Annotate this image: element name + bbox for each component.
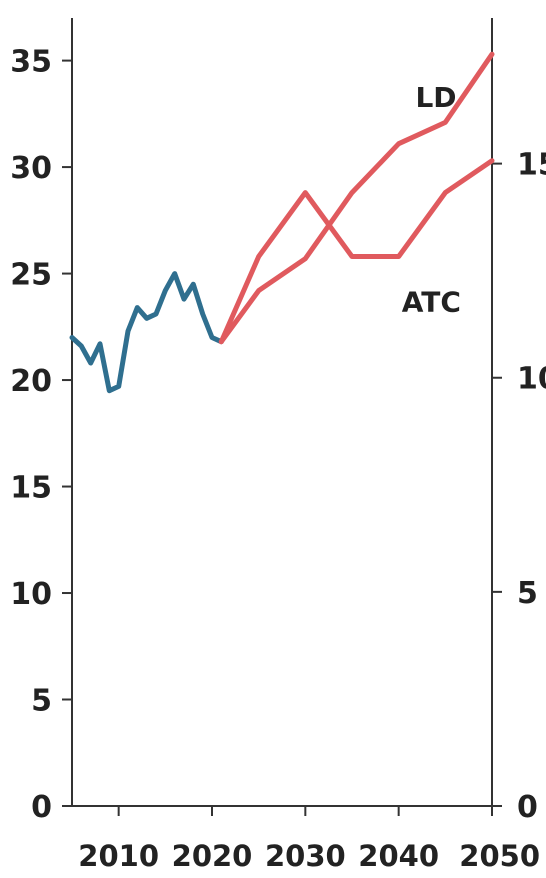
x-tick-label: 2010 — [78, 839, 159, 873]
left-tick-label: 25 — [10, 258, 52, 293]
x-tick-label: 2050 — [459, 839, 540, 873]
right-tick-label: 15 — [517, 148, 546, 183]
x-axis-ticks: 2010 2020 2030 2040 2050 — [78, 806, 540, 873]
x-tick-label: 2030 — [265, 839, 346, 873]
left-tick-label: 5 — [31, 684, 52, 719]
series-lines — [69, 51, 495, 394]
axes — [71, 18, 493, 807]
series-annotations: LD ATC — [402, 81, 461, 318]
right-axis-ticks: 0 5 10 15 — [492, 148, 546, 825]
left-tick-label: 30 — [10, 151, 52, 186]
x-tick-label: 2020 — [172, 839, 253, 873]
left-axis-ticks: 0 5 10 15 20 25 30 35 — [10, 45, 72, 825]
right-tick-label: 0 — [517, 790, 538, 825]
left-tick-label: 35 — [10, 45, 52, 80]
left-tick-label: 15 — [10, 471, 52, 506]
series-line-historical — [69, 271, 224, 394]
x-tick-label: 2040 — [358, 839, 439, 873]
right-tick-label: 10 — [517, 362, 546, 397]
series-line-ld — [218, 158, 495, 345]
series-label-atc: ATC — [402, 285, 461, 318]
left-tick-label: 20 — [10, 364, 52, 399]
left-tick-label: 0 — [31, 790, 52, 825]
series-label-ld: LD — [415, 81, 456, 114]
series-line-atc — [218, 51, 495, 345]
left-tick-label: 10 — [10, 577, 52, 612]
right-tick-label: 5 — [517, 576, 538, 611]
